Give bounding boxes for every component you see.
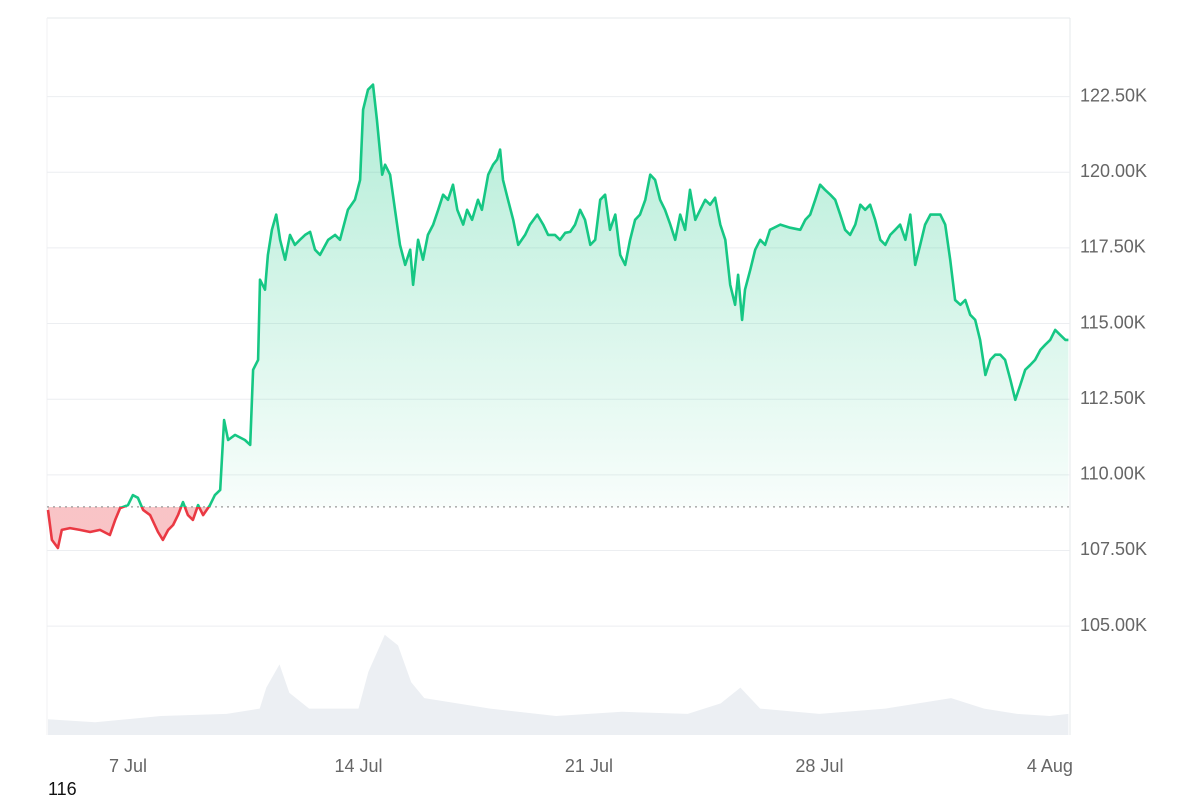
annotation: 116	[48, 779, 77, 799]
x-tick-label: 14 Jul	[334, 756, 382, 776]
price-area	[48, 84, 1069, 548]
y-tick-label: 107.50K	[1080, 539, 1147, 559]
y-tick-label: 115.00K	[1080, 312, 1146, 332]
y-tick-label: 110.00K	[1080, 464, 1146, 484]
y-tick-label: 122.50K	[1080, 85, 1147, 105]
y-tick-label: 112.50K	[1080, 388, 1146, 408]
x-tick-label: 28 Jul	[795, 756, 843, 776]
x-tick-label: 21 Jul	[565, 756, 613, 776]
price-line	[46, 83, 1069, 550]
y-tick-label: 105.00K	[1080, 615, 1147, 635]
y-tick-label: 117.50K	[1080, 237, 1146, 257]
x-tick-label: 4 Aug	[1027, 756, 1073, 776]
y-tick-label: 120.00K	[1080, 161, 1147, 181]
volume-area	[48, 634, 1069, 735]
plot-layer: 105.00K 107.50K 110.00K 112.50K 115.00K 117.5…	[46, 83, 1147, 776]
x-tick-label: 7 Jul	[109, 756, 147, 776]
